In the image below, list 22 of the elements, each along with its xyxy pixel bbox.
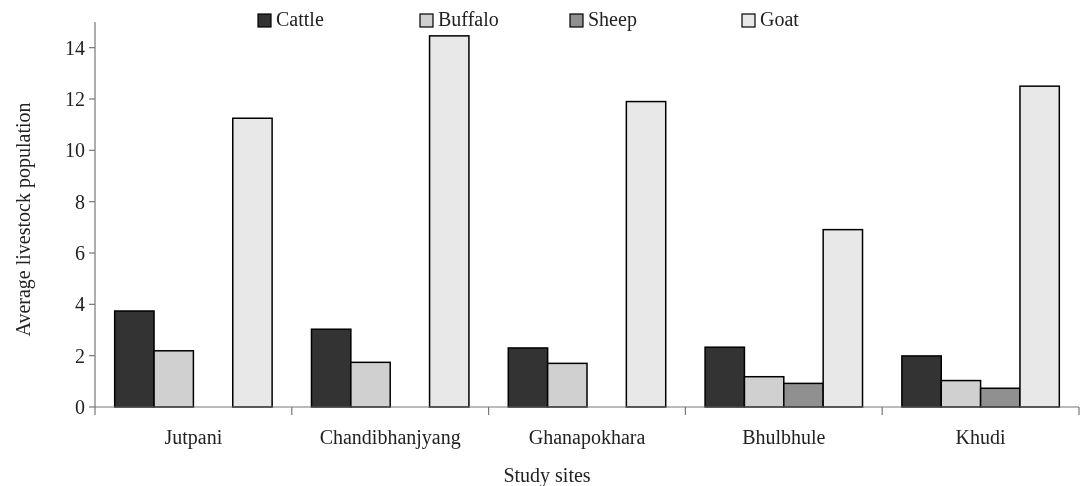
y-tick-label: 10 <box>65 139 85 162</box>
y-tick-label: 12 <box>65 88 85 110</box>
legend-label: Goat <box>760 8 800 30</box>
y-tick-label: 4 <box>75 293 85 316</box>
legend-label: Sheep <box>588 8 637 31</box>
y-tick-label: 6 <box>75 242 85 264</box>
y-tick-label: 0 <box>75 396 85 418</box>
bar <box>428 35 470 408</box>
legend-label: Buffalo <box>438 8 499 30</box>
y-tick-label: 2 <box>75 344 85 367</box>
y-tick-label: 14 <box>65 36 85 59</box>
legend-label: Cattle <box>276 8 324 30</box>
x-axis-title: Study sites <box>503 464 591 486</box>
x-tick-label: Ghanapokhara <box>528 426 646 449</box>
x-tick-label: Khudi <box>955 426 1007 448</box>
bar <box>625 100 667 408</box>
bar <box>232 117 273 408</box>
y-tick-label: 8 <box>75 190 85 213</box>
x-tick-label: Chandibhanjyang <box>319 426 461 449</box>
x-tick-label: Bhulbhule <box>742 426 826 448</box>
y-axis-title: Average livestock population <box>12 102 35 337</box>
x-tick-label: Jutpani <box>164 426 223 449</box>
